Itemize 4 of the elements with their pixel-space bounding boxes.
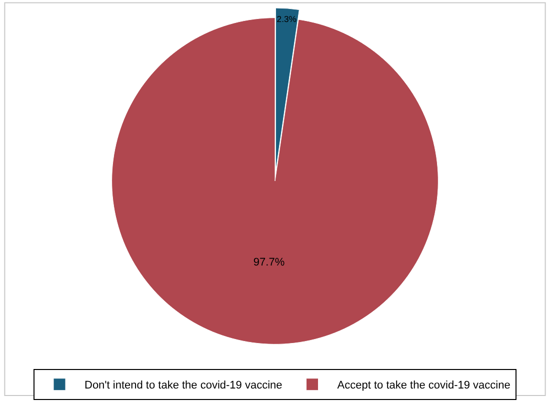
data-label: 2.3% bbox=[276, 14, 297, 24]
data-label: 97.7% bbox=[253, 256, 285, 268]
legend-label: Don't intend to take the covid-19 vaccine bbox=[84, 380, 282, 392]
legend-label: Accept to take the covid-19 vaccine bbox=[337, 380, 510, 392]
